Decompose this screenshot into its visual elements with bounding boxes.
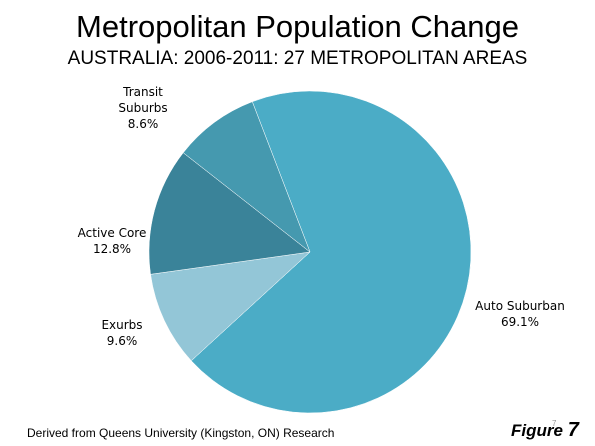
slice-value-transit-suburbs: 8.6%	[127, 117, 159, 131]
figure-label: Figure 7	[511, 420, 579, 441]
pie-slice-active-core	[148, 152, 311, 275]
slice-name-transit-suburbs-word1: Transit	[123, 85, 163, 99]
slice-name-transit-suburbs: Transit Suburbs	[103, 84, 183, 116]
slice-name-transit-suburbs-word2: Suburbs	[118, 101, 168, 115]
slice-label-exurbs: Exurbs 9.6%	[82, 317, 162, 349]
slice-name-active-core: Active Core	[77, 226, 147, 240]
slice-value-exurbs: 9.6%	[106, 334, 138, 348]
chart-subtitle: AUSTRALIA: 2006-2011: 27 METROPOLITAN AR…	[67, 48, 528, 69]
chart-title: Metropolitan Population Change	[76, 9, 519, 44]
slice-value-active-core: 12.8%	[92, 242, 132, 256]
pie-slice-auto-suburban	[190, 90, 472, 414]
figure-number: 7	[567, 419, 579, 441]
slice-label-active-core: Active Core 12.8%	[62, 225, 162, 257]
slice-value-auto-suburban: 69.1%	[500, 315, 540, 329]
source-note: Derived from Queens University (Kingston…	[27, 426, 335, 440]
slice-name-auto-suburban: Auto Suburban	[475, 299, 565, 313]
pie-slice-transit-suburbs	[182, 101, 311, 253]
figure-word: Figure	[511, 421, 563, 440]
pie-slice-exurbs	[150, 251, 311, 362]
slice-label-auto-suburban: Auto Suburban 69.1%	[470, 298, 570, 330]
page-number: 7	[552, 419, 557, 428]
slice-name-exurbs: Exurbs	[101, 318, 143, 332]
slice-label-transit-suburbs: Transit Suburbs 8.6%	[103, 84, 183, 132]
